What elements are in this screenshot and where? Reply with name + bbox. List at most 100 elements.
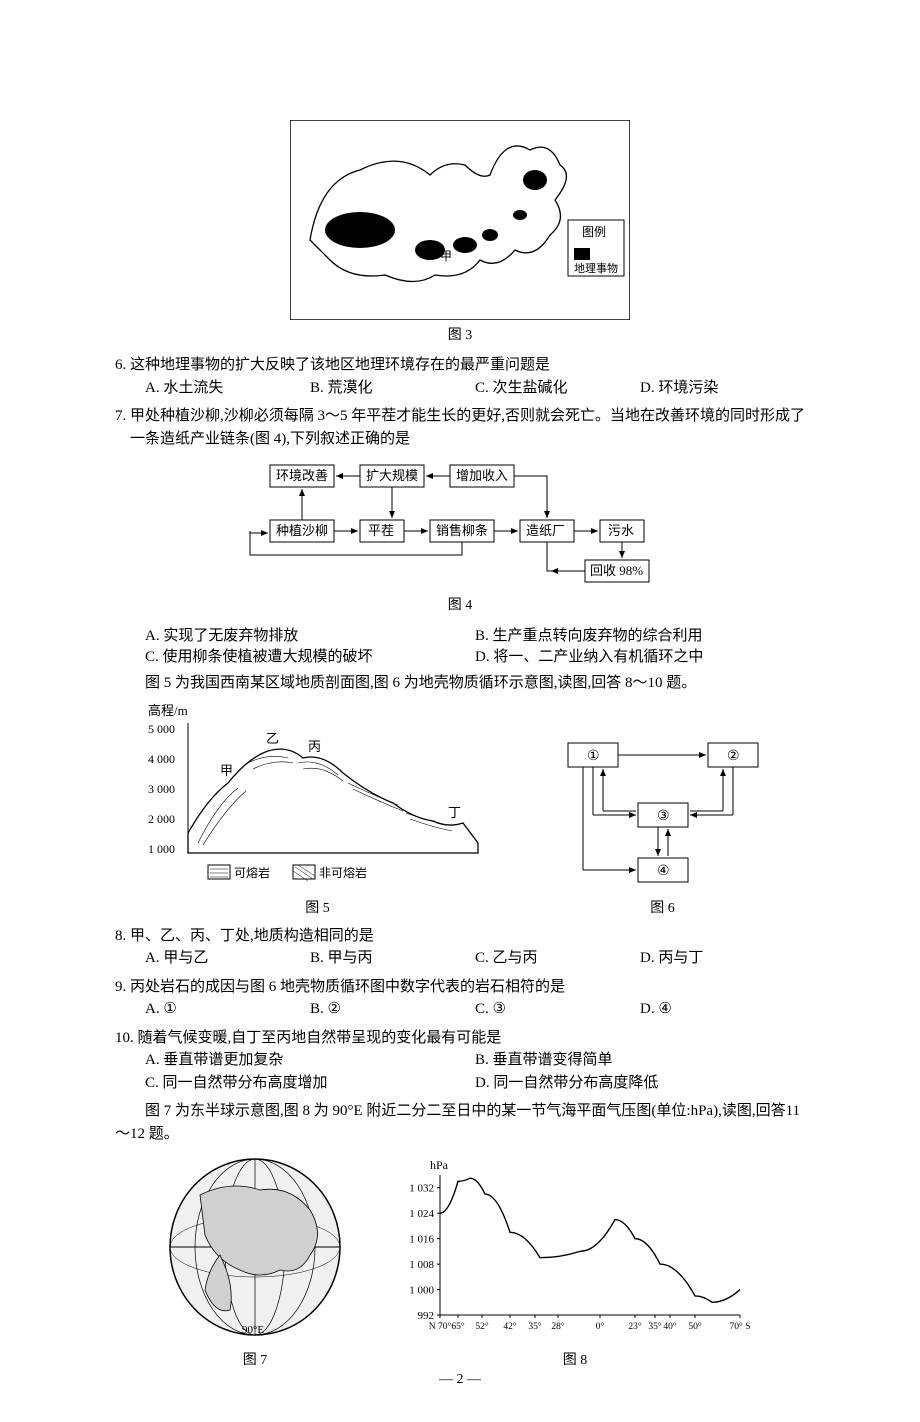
figure-4-container: 环境改善 扩大规模 增加收入 种植沙柳 平茬 销售柳条 造纸厂 污水 回收 98… [115, 460, 805, 614]
question-10-options: A. 垂直带谱更加复杂 B. 垂直带谱变得简单 C. 同一自然带分布高度增加 D… [115, 1049, 805, 1094]
figure-4-label: 图 4 [115, 594, 805, 614]
q10-opt-d: D. 同一自然带分布高度降低 [475, 1072, 805, 1095]
svg-text:35°: 35° [648, 1321, 662, 1332]
question-9: 9. 丙处岩石的成因与图 6 地壳物质循环图中数字代表的岩石相符的是 A. ① … [115, 976, 805, 1021]
q7-opt-c: C. 使用柳条使植被遭大规模的破坏 [145, 645, 475, 666]
figure-6-container: ① ② ③ ④ 图 6 [553, 733, 773, 917]
svg-text:N 70°: N 70° [429, 1321, 452, 1332]
svg-text:可熔岩: 可熔岩 [234, 865, 270, 880]
question-10: 10. 随着气候变暖,自丁至丙地自然带呈现的变化最有可能是 A. 垂直带谱更加复… [115, 1027, 805, 1095]
intro-8-10: 图 5 为我国西南某区域地质剖面图,图 6 为地壳物质循环示意图,读图,回答 8… [115, 672, 805, 695]
figure-5-label: 图 5 [148, 897, 488, 917]
q7-opt-b: B. 生产重点转向废弃物的综合利用 [475, 624, 805, 645]
question-9-stem: 9. 丙处岩石的成因与图 6 地壳物质循环图中数字代表的岩石相符的是 [115, 976, 805, 999]
svg-text:65°: 65° [451, 1321, 465, 1332]
q8-opt-a: A. 甲与乙 [145, 947, 310, 970]
svg-text:50°: 50° [688, 1321, 702, 1332]
q10-opt-c: C. 同一自然带分布高度增加 [145, 1072, 475, 1095]
figure-5-container: 高程/m 5 000 4 000 3 000 2 000 1 000 甲 乙 丙… [148, 703, 488, 917]
svg-text:增加收入: 增加收入 [456, 468, 508, 483]
question-8: 8. 甲、乙、丙、丁处,地质构造相同的是 A. 甲与乙 B. 甲与丙 C. 乙与… [115, 925, 805, 970]
svg-text:④: ④ [657, 864, 670, 879]
figure-6-cycle: ① ② ③ ④ [553, 733, 773, 893]
svg-text:1 024: 1 024 [409, 1208, 434, 1220]
question-10-stem: 10. 随着气候变暖,自丁至丙地自然带呈现的变化最有可能是 [115, 1027, 805, 1050]
svg-text:1 000: 1 000 [409, 1285, 434, 1297]
question-8-options: A. 甲与乙 B. 甲与丙 C. 乙与丙 D. 丙与丁 [115, 947, 805, 970]
svg-text:图例: 图例 [582, 225, 606, 239]
svg-text:70° S: 70° S [730, 1321, 751, 1332]
figure-8-container: hPa 1 032 1 024 1 016 1 008 1 000 992N 70°65°… [390, 1155, 760, 1369]
svg-text:扩大规模: 扩大规模 [366, 468, 418, 483]
question-7: 7. 甲处种植沙柳,沙柳必须每隔 3～5 年平茬才能生长的更好,否则就会死亡。当… [115, 405, 805, 450]
svg-text:甲: 甲 [220, 763, 233, 778]
figure-8-chart: hPa 1 032 1 024 1 016 1 008 1 000 992N 70°65°… [390, 1155, 760, 1345]
map-marker-jia: 甲 [440, 249, 452, 263]
q7-opt-d: D. 将一、二产业纳入有机循环之中 [475, 645, 805, 666]
q9-opt-d: D. ④ [640, 998, 805, 1021]
figure-3-container: 甲 图例 地理事物 图 3 [115, 120, 805, 344]
figure-5-geology: 高程/m 5 000 4 000 3 000 2 000 1 000 甲 乙 丙… [148, 703, 488, 893]
figure-7-label: 图 7 [160, 1349, 350, 1369]
figure-3-label: 图 3 [115, 324, 805, 344]
svg-text:35°: 35° [528, 1321, 542, 1332]
svg-text:28°: 28° [551, 1321, 565, 1332]
question-6: 6. 这种地理事物的扩大反映了该地区地理环境存在的最严重问题是 A. 水土流失 … [115, 354, 805, 399]
q6-opt-a: A. 水土流失 [145, 377, 310, 400]
svg-text:环境改善: 环境改善 [276, 468, 328, 483]
svg-text:1 008: 1 008 [409, 1259, 434, 1271]
question-8-stem: 8. 甲、乙、丙、丁处,地质构造相同的是 [115, 925, 805, 948]
svg-text:造纸厂: 造纸厂 [526, 523, 565, 538]
q10-opt-a: A. 垂直带谱更加复杂 [145, 1049, 475, 1072]
intro-11-12: 图 7 为东半球示意图,图 8 为 90°E 附近二分二至日中的某一节气海平面气… [115, 1100, 805, 1145]
q7-opt-a: A. 实现了无废弃物排放 [145, 624, 475, 645]
q6-opt-b: B. 荒漠化 [310, 377, 475, 400]
svg-text:非可熔岩: 非可熔岩 [319, 865, 367, 880]
svg-text:销售柳条: 销售柳条 [436, 523, 488, 538]
q8-opt-c: C. 乙与丙 [475, 947, 640, 970]
svg-text:乙: 乙 [266, 731, 279, 746]
svg-text:②: ② [727, 749, 740, 764]
svg-text:42°: 42° [503, 1321, 517, 1332]
svg-text:23°: 23° [628, 1321, 642, 1332]
question-7-stem: 7. 甲处种植沙柳,沙柳必须每隔 3～5 年平茬才能生长的更好,否则就会死亡。当… [115, 405, 805, 450]
question-6-options: A. 水土流失 B. 荒漠化 C. 次生盐碱化 D. 环境污染 [115, 377, 805, 400]
svg-text:丁: 丁 [448, 805, 461, 820]
svg-text:5 000: 5 000 [148, 722, 175, 736]
svg-text:992: 992 [418, 1310, 435, 1322]
svg-text:1 032: 1 032 [409, 1183, 434, 1195]
svg-text:40°: 40° [663, 1321, 677, 1332]
svg-text:污水: 污水 [608, 523, 634, 538]
svg-text:回收 98%: 回收 98% [590, 563, 643, 578]
page-number: — 2 — [0, 1372, 920, 1388]
question-7-options: A. 实现了无废弃物排放 B. 生产重点转向废弃物的综合利用 C. 使用柳条使植… [115, 624, 805, 666]
svg-text:3 000: 3 000 [148, 782, 175, 796]
svg-text:丙: 丙 [308, 739, 321, 754]
figure-8-label: 图 8 [390, 1349, 760, 1369]
svg-text:种植沙柳: 种植沙柳 [276, 523, 328, 538]
figure-6-label: 图 6 [553, 897, 773, 917]
svg-text:4 000: 4 000 [148, 752, 175, 766]
svg-text:③: ③ [657, 809, 670, 824]
q10-opt-b: B. 垂直带谱变得简单 [475, 1049, 805, 1072]
svg-text:0°: 0° [596, 1321, 605, 1332]
svg-text:1 000: 1 000 [148, 842, 175, 856]
svg-text:高程/m: 高程/m [148, 703, 188, 718]
figures-5-6-row: 高程/m 5 000 4 000 3 000 2 000 1 000 甲 乙 丙… [115, 703, 805, 917]
question-6-stem: 6. 这种地理事物的扩大反映了该地区地理环境存在的最严重问题是 [115, 354, 805, 377]
q6-opt-c: C. 次生盐碱化 [475, 377, 640, 400]
q8-opt-d: D. 丙与丁 [640, 947, 805, 970]
figure-3-map: 甲 图例 地理事物 [290, 120, 630, 320]
figure-3-legend: 图例 地理事物 [568, 220, 624, 276]
svg-text:1 016: 1 016 [409, 1234, 434, 1246]
q9-opt-c: C. ③ [475, 998, 640, 1021]
question-9-options: A. ① B. ② C. ③ D. ④ [115, 998, 805, 1021]
figure-4-flowchart: 环境改善 扩大规模 增加收入 种植沙柳 平茬 销售柳条 造纸厂 污水 回收 98… [210, 460, 710, 590]
figures-7-8-row: 90°E 图 7 hPa 1 032 1 024 1 016 1 008 1 000 99… [115, 1155, 805, 1369]
q6-opt-d: D. 环境污染 [640, 377, 805, 400]
svg-text:hPa: hPa [430, 1158, 449, 1172]
svg-text:①: ① [587, 749, 600, 764]
svg-text:2 000: 2 000 [148, 812, 175, 826]
q8-opt-b: B. 甲与丙 [310, 947, 475, 970]
figure-7-container: 90°E 图 7 [160, 1155, 350, 1369]
